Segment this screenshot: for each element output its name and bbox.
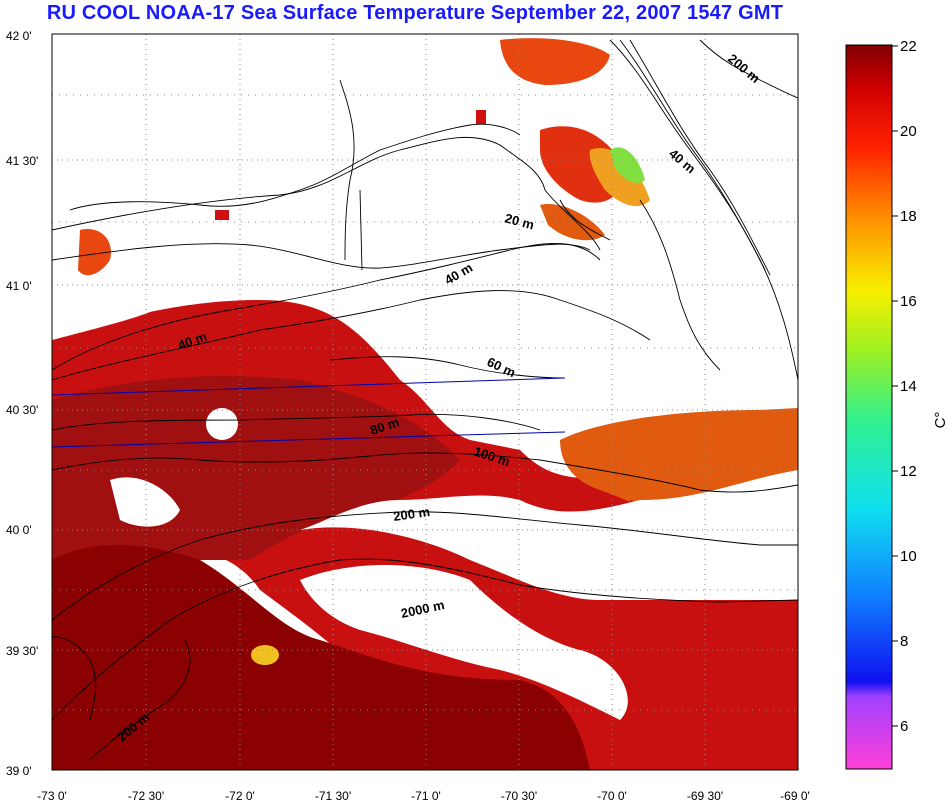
- sound-warm: [540, 204, 605, 241]
- lat-tick-label: 40 30': [6, 403, 38, 417]
- lat-tick-label: 40 0': [6, 523, 32, 537]
- colorbar-tick-label: 12: [900, 463, 917, 480]
- lon-tick-label: -73 0': [37, 789, 67, 803]
- lat-tick-label: 41 0': [6, 279, 32, 293]
- transect-lines: [52, 377, 566, 448]
- cloud-gap-south: [300, 565, 628, 720]
- cloud-gap-mid: [300, 470, 798, 600]
- lon-tick-label: -71 30': [315, 789, 351, 803]
- colorbar-tick-label: 16: [900, 293, 917, 310]
- colorbar-tick-label: 18: [900, 208, 917, 225]
- colorbar-tick-label: 14: [900, 378, 917, 395]
- colorbar: 22 20 18 16 14 12 10 8 6 C°: [845, 38, 949, 770]
- warm-spot-yellow: [251, 645, 279, 665]
- latitude-axis: 42 0' 41 30' 41 0' 40 30' 40 0' 39 30' 3…: [6, 29, 38, 778]
- colorbar-tick-label: 6: [900, 718, 908, 735]
- warm-dark-blob: [292, 671, 580, 770]
- lat-tick-label: 41 30': [6, 154, 38, 168]
- colorbar-gradient: [845, 44, 893, 770]
- shoals-transition: [589, 148, 650, 207]
- lat-tick-label: 39 0': [6, 764, 32, 778]
- colorbar-tick-label: 20: [900, 123, 917, 140]
- land-gap: [52, 298, 150, 340]
- map-title: RU COOL NOAA-17 Sea Surface Temperature …: [46, 2, 784, 24]
- plot-frame: [51, 33, 799, 771]
- colorbar-ticks: [892, 45, 898, 727]
- cool-water-patch: [610, 147, 645, 183]
- bathymetry-contours: [52, 39, 798, 761]
- small-patch: [215, 210, 229, 220]
- lon-tick-label: -69 0': [780, 789, 810, 803]
- sst-data-layer: 200 m 40 m 20 m 40 m 40 m 60 m 80 m 100 …: [52, 34, 798, 770]
- cloud-gap-small: [206, 408, 238, 440]
- lon-tick-label: -71 0': [411, 789, 441, 803]
- bay-warm: [500, 38, 610, 85]
- lon-tick-label: -72 0': [225, 789, 255, 803]
- colorbar-tick-label: 8: [900, 633, 908, 650]
- sound-patch: [78, 229, 111, 276]
- colorbar-tick-label: 10: [900, 548, 917, 565]
- contour-label: 200 m: [392, 504, 431, 524]
- lon-tick-label: -69 30': [687, 789, 723, 803]
- cloud-gap-west: [110, 477, 180, 527]
- lon-tick-label: -70 0': [597, 789, 627, 803]
- longitude-axis: -73 0' -72 30' -72 0' -71 30' -71 0' -70…: [37, 789, 810, 803]
- lon-tick-label: -70 30': [501, 789, 537, 803]
- lat-tick-label: 39 30': [6, 644, 38, 658]
- colorbar-tick-label: 22: [900, 38, 917, 55]
- small-patch-2: [476, 110, 486, 124]
- lat-tick-label: 42 0': [6, 29, 32, 43]
- colorbar-unit-label: C°: [932, 412, 949, 429]
- lon-tick-label: -72 30': [128, 789, 164, 803]
- contour-label: 20 m: [503, 210, 536, 232]
